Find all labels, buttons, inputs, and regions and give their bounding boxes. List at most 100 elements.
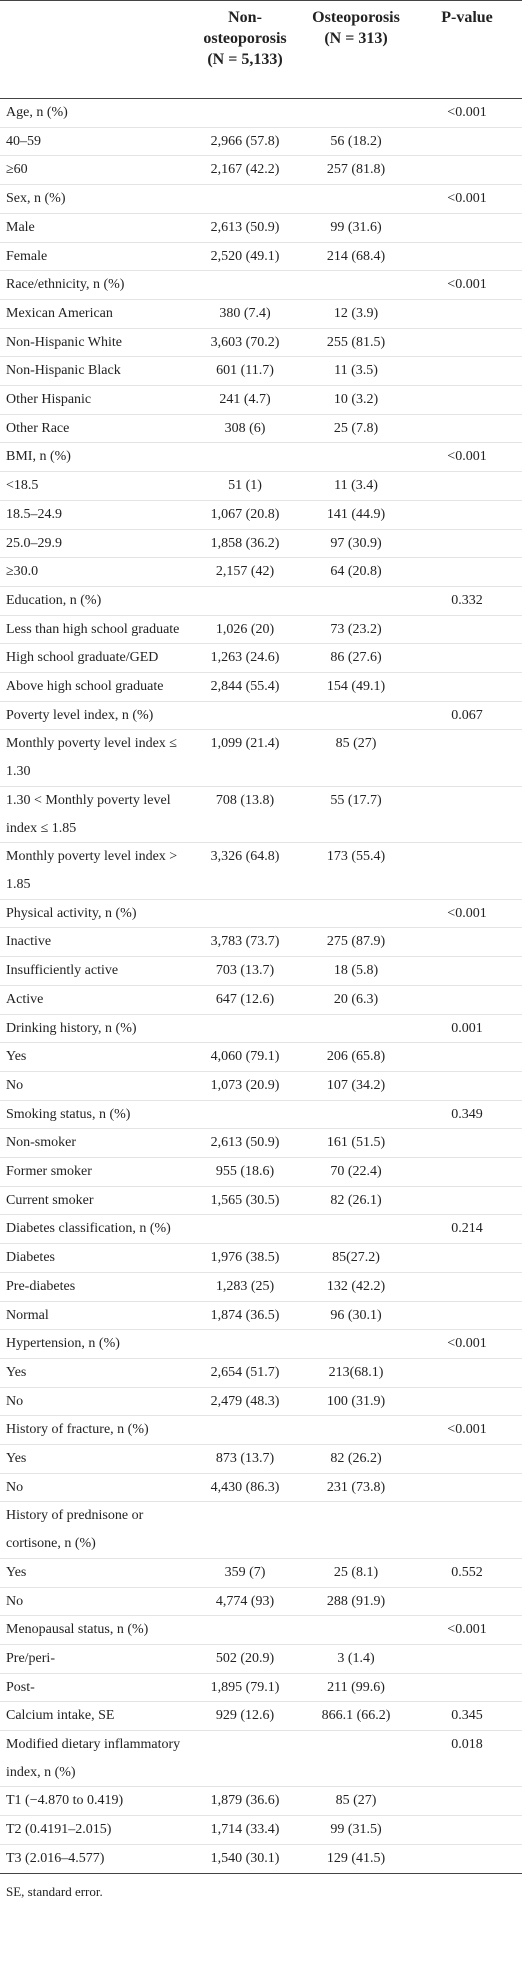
row-label: No [0, 1071, 190, 1101]
table-cell: 161 (51.5) [300, 1128, 412, 1159]
table-cell: 2,157 (42) [190, 557, 300, 587]
table-row: T3 (2.016–4.577) 1,540 (30.1) 129 (41.5) [0, 1844, 522, 1874]
row-label: History of prednisone or cortisone, n (%… [0, 1501, 190, 1559]
table-row: Drinking history, n (%) 0.001 [0, 1014, 522, 1044]
table-cell [190, 899, 300, 929]
table-cell: 2,966 (57.8) [190, 127, 300, 157]
table-row: Current smoker 1,565 (30.5) 82 (26.1) [0, 1186, 522, 1216]
table-cell: 25 (7.8) [300, 414, 412, 444]
row-label: Drinking history, n (%) [0, 1014, 190, 1044]
table-cell [412, 1071, 522, 1101]
table-cell [300, 701, 412, 731]
table-cell [300, 899, 412, 929]
table-cell [412, 1844, 522, 1874]
table-cell: 51 (1) [190, 471, 300, 501]
table-cell: 56 (18.2) [300, 127, 412, 157]
table-cell [412, 672, 522, 702]
row-label: No [0, 1473, 190, 1503]
table-cell: 4,060 (79.1) [190, 1042, 300, 1072]
table-cell: 955 (18.6) [190, 1157, 300, 1187]
row-label: Physical activity, n (%) [0, 899, 190, 929]
table-row: Non-Hispanic White 3,603 (70.2) 255 (81.5) [0, 328, 522, 358]
table-cell: 2,520 (49.1) [190, 242, 300, 272]
row-label: Yes [0, 1042, 190, 1072]
table-cell [412, 1358, 522, 1388]
table-cell: 601 (11.7) [190, 356, 300, 387]
table-cell [190, 442, 300, 473]
table-cell [412, 328, 522, 358]
row-label: T3 (2.016–4.577) [0, 1844, 190, 1874]
table-cell: 211 (99.6) [300, 1673, 412, 1703]
table-cell [300, 1501, 412, 1559]
table-row: No 1,073 (20.9) 107 (34.2) [0, 1071, 522, 1101]
row-label: 1.30 < Monthly poverty level index ≤ 1.8… [0, 786, 190, 844]
table-cell [412, 1128, 522, 1159]
table-cell [300, 270, 412, 300]
table-cell: 2,844 (55.4) [190, 672, 300, 702]
table-row: 40–59 2,966 (57.8) 56 (18.2) [0, 127, 522, 157]
row-label: Monthly poverty level index ≤ 1.30 [0, 729, 190, 787]
table-row: Diabetes 1,976 (38.5) 85(27.2) [0, 1243, 522, 1273]
table-row: Yes 359 (7) 25 (8.1) 0.552 [0, 1558, 522, 1588]
row-label: Hypertension, n (%) [0, 1329, 190, 1359]
table-row: T1 (−4.870 to 0.419) 1,879 (36.6) 85 (27) [0, 1786, 522, 1817]
table-cell: 0.332 [412, 586, 522, 616]
table-cell [412, 729, 522, 787]
table-cell: 0.214 [412, 1214, 522, 1245]
table-row: Sex, n (%) <0.001 [0, 184, 522, 214]
table-row: 1.30 < Monthly poverty level index ≤ 1.8… [0, 786, 522, 844]
table-cell [412, 1042, 522, 1072]
table-cell: 380 (7.4) [190, 299, 300, 329]
table-row: Education, n (%) 0.332 [0, 586, 522, 616]
table-cell [412, 471, 522, 501]
table-row: Less than high school graduate 1,026 (20)… [0, 615, 522, 645]
header-cell: P-value [412, 0, 522, 99]
table-cell: 100 (31.9) [300, 1387, 412, 1417]
table-row: Age, n (%) <0.001 [0, 98, 522, 128]
row-label: Poverty level index, n (%) [0, 701, 190, 731]
table-cell: 0.018 [412, 1730, 522, 1788]
row-label: Age, n (%) [0, 98, 190, 128]
row-label: ≥30.0 [0, 557, 190, 587]
table-cell: 1,073 (20.9) [190, 1071, 300, 1101]
table-cell: 132 (42.2) [300, 1272, 412, 1302]
table-row: Inactive 3,783 (73.7) 275 (87.9) [0, 927, 522, 958]
table-cell: 703 (13.7) [190, 956, 300, 986]
table-cell [412, 1186, 522, 1216]
table-cell: 3,783 (73.7) [190, 927, 300, 958]
table-cell: 1,895 (79.1) [190, 1673, 300, 1703]
table-cell [412, 1587, 522, 1617]
table-cell: 1,263 (24.6) [190, 643, 300, 674]
table-row: Active 647 (12.6) 20 (6.3) [0, 985, 522, 1015]
table-cell: 1,099 (21.4) [190, 729, 300, 787]
table-cell: <0.001 [412, 184, 522, 214]
table-cell [412, 500, 522, 530]
row-label: Education, n (%) [0, 586, 190, 616]
table-cell: 929 (12.6) [190, 1701, 300, 1732]
table-row: Menopausal status, n (%) <0.001 [0, 1615, 522, 1645]
table-cell [412, 1786, 522, 1817]
table-row: Modified dietary inflammatory index, n (… [0, 1730, 522, 1788]
table-cell [412, 1444, 522, 1474]
row-label: 40–59 [0, 127, 190, 157]
row-label: Yes [0, 1444, 190, 1474]
table-row: Former smoker 955 (18.6) 70 (22.4) [0, 1157, 522, 1187]
table-cell [300, 1415, 412, 1446]
table-cell [412, 1501, 522, 1559]
table-row: Insufficiently active 703 (13.7) 18 (5.8) [0, 956, 522, 986]
table-row: Hypertension, n (%) <0.001 [0, 1329, 522, 1359]
row-label: Inactive [0, 927, 190, 958]
table-cell [300, 586, 412, 616]
table-cell: 231 (73.8) [300, 1473, 412, 1503]
row-label: Male [0, 213, 190, 243]
table-cell: 275 (87.9) [300, 927, 412, 958]
table-cell [190, 1329, 300, 1359]
table-row: Diabetes classification, n (%) 0.214 [0, 1214, 522, 1245]
table-cell [412, 529, 522, 559]
table-cell [412, 213, 522, 243]
table-cell [300, 1214, 412, 1245]
table-cell: 96 (30.1) [300, 1301, 412, 1331]
table-cell: 0.067 [412, 701, 522, 731]
header-cell: Osteoporosis (N = 313) [300, 0, 412, 99]
table-cell: <0.001 [412, 98, 522, 128]
